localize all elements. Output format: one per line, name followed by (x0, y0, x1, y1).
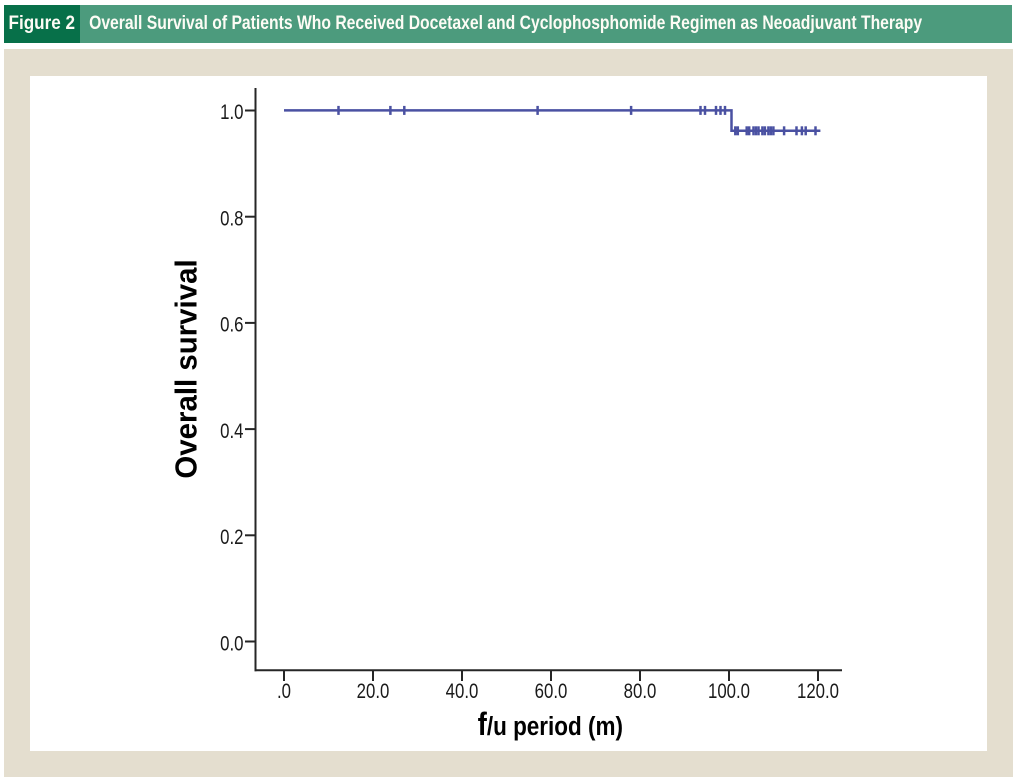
svg-text:0.6: 0.6 (220, 314, 243, 337)
svg-text:0.8: 0.8 (220, 208, 243, 231)
svg-text:60.0: 60.0 (535, 680, 568, 703)
svg-text:0.0: 0.0 (220, 633, 243, 656)
svg-text:40.0: 40.0 (446, 680, 479, 703)
svg-text:100.0: 100.0 (708, 680, 750, 703)
svg-text:Overall survival: Overall survival (170, 259, 204, 478)
svg-text:0.4: 0.4 (220, 420, 244, 443)
svg-text:80.0: 80.0 (624, 680, 657, 703)
svg-text:120.0: 120.0 (797, 680, 839, 703)
svg-text:0.2: 0.2 (220, 527, 243, 550)
svg-text:1.0: 1.0 (220, 101, 243, 124)
svg-text:f/u period (m): f/u period (m) (478, 707, 623, 742)
svg-text:.0: .0 (277, 680, 291, 703)
svg-text:20.0: 20.0 (357, 680, 390, 703)
